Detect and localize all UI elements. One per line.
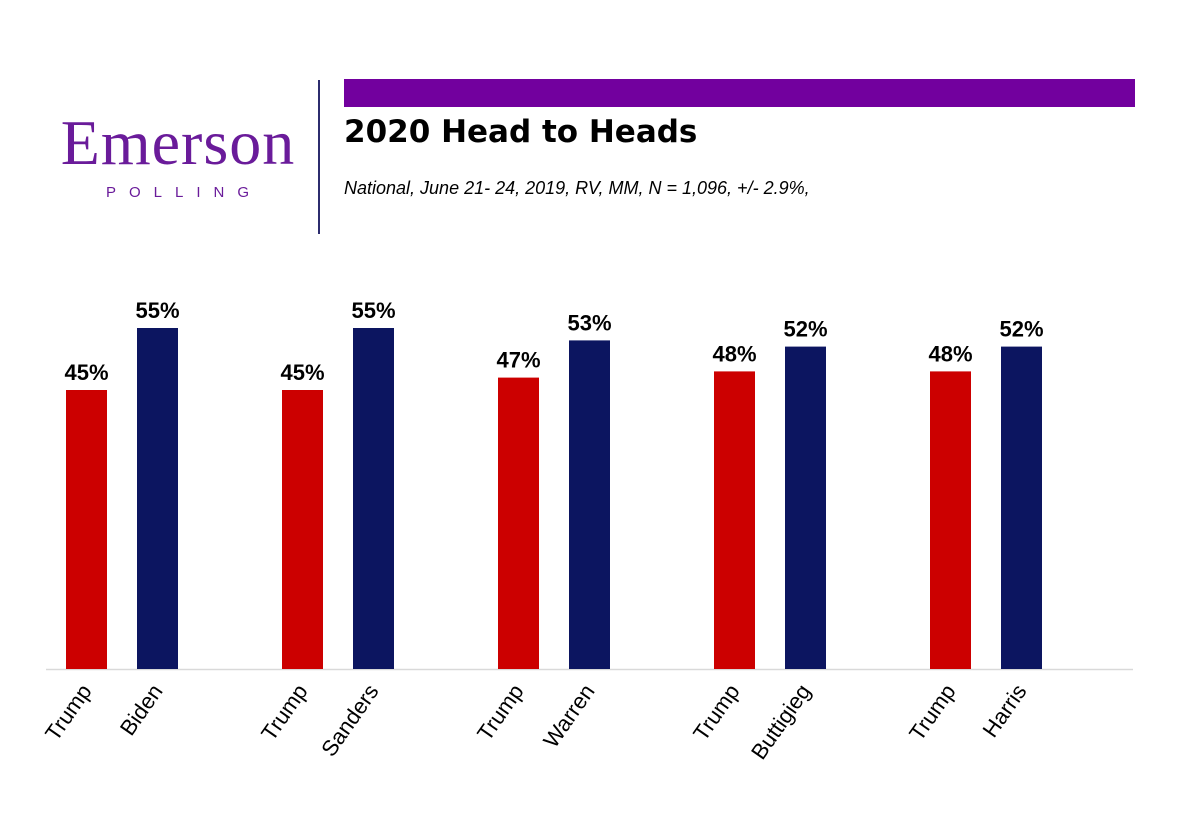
bar-warren-2 bbox=[569, 340, 610, 669]
category-label: Biden bbox=[115, 680, 168, 740]
data-label: 55% bbox=[351, 298, 395, 323]
category-label: Trump bbox=[472, 680, 528, 746]
bar-harris-4 bbox=[1001, 346, 1042, 669]
bar-buttigieg-3 bbox=[785, 346, 826, 669]
chart-title: 2020 Head to Heads bbox=[344, 114, 698, 150]
data-label: 45% bbox=[280, 360, 324, 385]
bar-trump-0 bbox=[66, 390, 107, 669]
category-label: Buttigieg bbox=[746, 680, 816, 764]
data-label: 47% bbox=[496, 348, 540, 373]
data-label: 45% bbox=[64, 360, 108, 385]
title-banner bbox=[344, 79, 1135, 107]
category-label: Trump bbox=[40, 680, 96, 746]
data-label: 55% bbox=[135, 298, 179, 323]
emerson-polling-logo: Emerson POLLING bbox=[44, 107, 312, 202]
header-divider bbox=[318, 80, 320, 234]
category-label: Sanders bbox=[316, 680, 383, 761]
bar-biden-0 bbox=[137, 328, 178, 669]
data-label: 48% bbox=[712, 341, 756, 366]
category-label: Warren bbox=[538, 680, 599, 753]
bar-trump-1 bbox=[282, 390, 323, 669]
bar-trump-2 bbox=[498, 377, 539, 669]
category-label: Harris bbox=[977, 680, 1031, 742]
data-label: 52% bbox=[999, 317, 1043, 342]
category-label: Trump bbox=[904, 680, 960, 746]
data-label: 48% bbox=[928, 341, 972, 366]
bar-trump-3 bbox=[714, 371, 755, 669]
logo-name: Emerson bbox=[60, 107, 296, 178]
data-label: 52% bbox=[783, 317, 827, 342]
category-label: Trump bbox=[256, 680, 312, 746]
category-label: Trump bbox=[688, 680, 744, 746]
bar-sanders-1 bbox=[353, 328, 394, 669]
logo-subtitle: POLLING bbox=[105, 184, 263, 201]
chart-subtitle: National, June 21- 24, 2019, RV, MM, N =… bbox=[344, 178, 810, 198]
bar-trump-4 bbox=[930, 371, 971, 669]
data-label: 53% bbox=[567, 310, 611, 335]
